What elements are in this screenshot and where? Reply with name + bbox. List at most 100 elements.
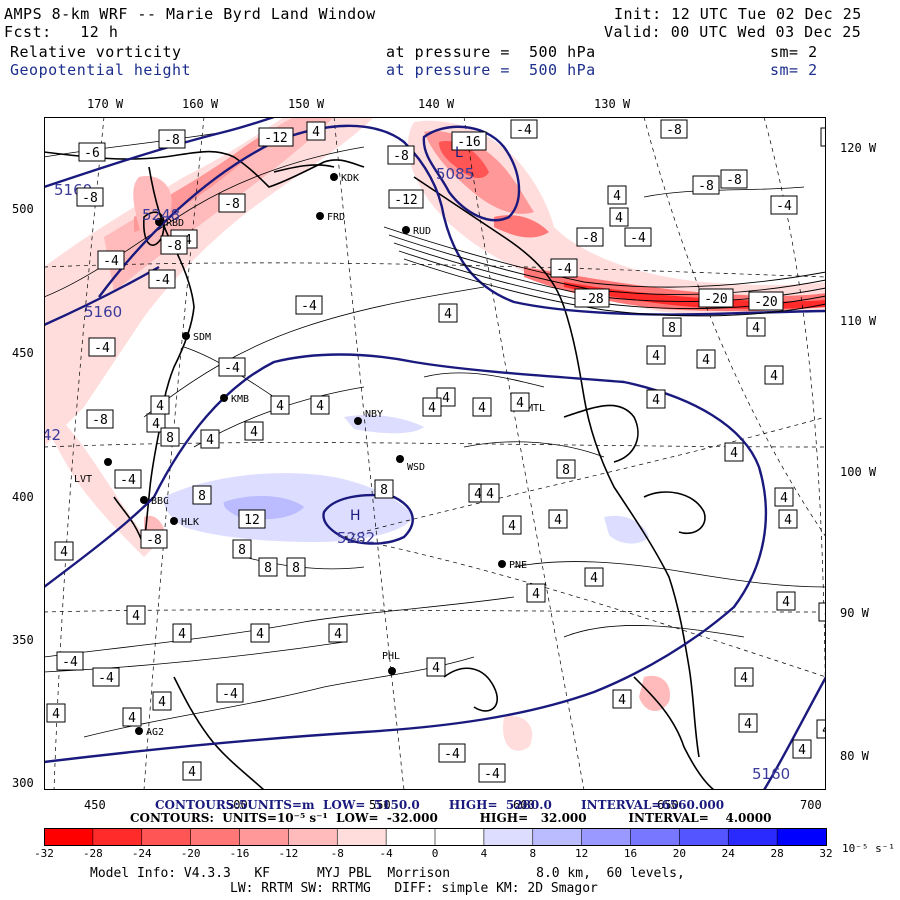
vorticity-value-label: -4	[770, 195, 798, 215]
vorticity-value-label: -4	[56, 651, 84, 671]
vorticity-value-label: 4	[426, 657, 446, 677]
station-label: AG2	[146, 727, 164, 738]
svg-text:-12: -12	[264, 131, 287, 146]
station-label: RBD	[166, 218, 184, 229]
color-bar-level: 24	[721, 847, 735, 860]
svg-text:4: 4	[822, 723, 826, 738]
vorticity-value-label: -8	[692, 175, 720, 195]
svg-text:-4: -4	[120, 473, 136, 488]
left-axis-label: 450	[12, 346, 34, 360]
vorticity-value-label: 8	[192, 485, 212, 505]
vorticity-value-label: 8	[286, 557, 306, 577]
top-axis-label: 160 W	[182, 97, 219, 111]
color-bar-level: -8	[330, 847, 344, 860]
height-label: 5160	[84, 303, 122, 321]
vorticity-value-label: -28	[574, 288, 610, 308]
vorticity-value-label: 4	[746, 317, 766, 337]
svg-text:4: 4	[532, 587, 540, 602]
svg-text:4: 4	[744, 717, 752, 732]
svg-text:4: 4	[652, 393, 660, 408]
color-bar	[44, 828, 827, 846]
vorticity-value-label: 4	[172, 623, 192, 643]
color-bar-level: 8	[529, 847, 537, 860]
vorticity-value-label: -4	[295, 295, 323, 315]
top-axis-label: 140 W	[418, 97, 455, 111]
svg-text:8: 8	[264, 561, 272, 576]
vorticity-value-label: 4	[244, 421, 264, 441]
svg-text:4: 4	[554, 513, 562, 528]
vorticity-value-label: 4	[306, 121, 326, 141]
svg-text:-4: -4	[630, 231, 646, 246]
svg-text:-12: -12	[394, 193, 417, 208]
vorticity-value-label: 4	[607, 185, 627, 205]
svg-text:-8: -8	[146, 533, 162, 548]
svg-text:8: 8	[668, 321, 676, 336]
physics-info: LW: RRTM SW: RRTMG DIFF: simple KM: 2D S…	[230, 881, 598, 896]
vorticity-value-label: -8	[76, 187, 104, 207]
svg-text:4: 4	[652, 349, 660, 364]
vorticity-value-label: -4	[478, 763, 506, 783]
station-label: KMB	[231, 394, 249, 405]
color-bar-cell	[483, 828, 534, 846]
vorticity-value-label: -8	[86, 409, 114, 429]
svg-text:4: 4	[730, 446, 738, 461]
field2-name: Geopotential height	[10, 61, 192, 79]
vorticity-value-label: -4	[88, 337, 116, 357]
svg-text:4: 4	[334, 627, 342, 642]
svg-text:4: 4	[590, 571, 598, 586]
vorticity-value-label: 4	[646, 389, 666, 409]
left-axis-label: 500	[12, 202, 34, 216]
vorticity-value-label: 4	[774, 487, 794, 507]
height-contour-info: CONTOURS:5UNITS=m LOW= 5150.0 HIGH= 5280…	[155, 798, 725, 812]
vorticity-value-label: 8	[232, 539, 252, 559]
vorticity-value-label: 4	[510, 392, 530, 412]
color-bar-level: -28	[82, 847, 103, 860]
svg-text:8: 8	[238, 543, 246, 558]
vorticity-value-label: 4	[250, 623, 270, 643]
vorticity-value-label: -4	[97, 250, 125, 270]
svg-text:4: 4	[486, 487, 494, 502]
vorticity-value-label: -4	[820, 127, 826, 147]
coastline	[44, 150, 715, 790]
vorticity-value-label: 4	[778, 509, 798, 529]
vorticity-value-label: -6	[78, 142, 106, 162]
height-label: 42	[44, 426, 61, 444]
svg-text:4: 4	[432, 661, 440, 676]
svg-text:-8: -8	[393, 149, 409, 164]
vorticity-value-label: -12	[388, 189, 424, 209]
svg-text:-4: -4	[444, 747, 460, 762]
vorticity-contour-info: CONTOURS: UNITS=10⁻⁵ s⁻¹ LOW= -32.000 HI…	[130, 811, 772, 825]
svg-text:4: 4	[618, 693, 626, 708]
vorticity-value-label: 4	[609, 207, 629, 227]
high-marker: H	[350, 508, 361, 524]
vorticity-value-label: -4	[148, 269, 176, 289]
svg-text:4: 4	[316, 399, 324, 414]
vorticity-value-label: -8	[160, 235, 188, 255]
svg-text:-4: -4	[154, 273, 170, 288]
vorticity-value-label: 4	[724, 442, 744, 462]
vorticity-value-label: 4	[548, 509, 568, 529]
right-axis-label: 100 W	[840, 465, 877, 479]
svg-text:-8: -8	[166, 239, 182, 254]
left-axis-label: 300	[12, 776, 34, 790]
color-bar-cell	[581, 828, 632, 846]
svg-text:-6: -6	[84, 146, 100, 161]
svg-text:4: 4	[444, 307, 452, 322]
svg-text:4: 4	[132, 609, 140, 624]
svg-text:8: 8	[166, 431, 174, 446]
vorticity-value-label: 8	[374, 479, 394, 499]
svg-text:-16: -16	[457, 135, 480, 150]
svg-text:-4: -4	[556, 262, 572, 277]
svg-text:4: 4	[256, 627, 264, 642]
svg-text:-8: -8	[82, 191, 98, 206]
bottom-axis-label: 700	[800, 798, 822, 812]
color-bar-cell	[239, 828, 290, 846]
svg-text:-4: -4	[301, 299, 317, 314]
svg-text:4: 4	[442, 391, 450, 406]
vorticity-value-label: 4	[152, 691, 172, 711]
vorticity-value-label: -4	[114, 469, 142, 489]
vorticity-value-label: 4	[776, 591, 796, 611]
svg-text:4: 4	[613, 189, 621, 204]
station-label: PNE	[509, 560, 527, 571]
bottom-axis-label: 650	[657, 798, 679, 812]
